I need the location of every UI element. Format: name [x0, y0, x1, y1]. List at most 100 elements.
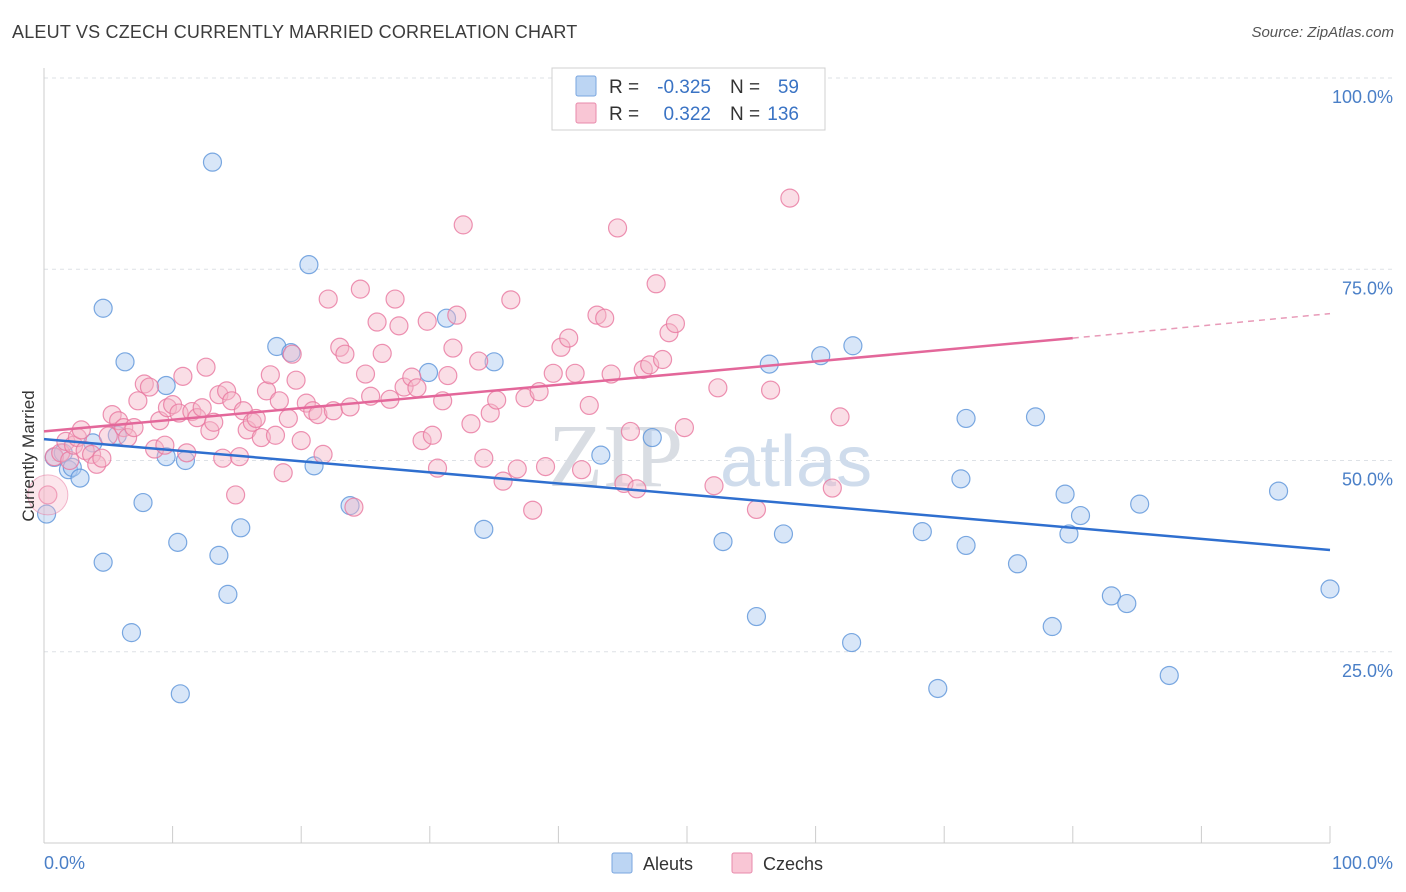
trend-line-aleuts [43, 437, 1331, 552]
czech-point-cluster [27, 474, 69, 516]
aleut-point [951, 469, 971, 489]
aleut-point [209, 545, 229, 565]
czech-point [350, 279, 370, 299]
czech-point [213, 448, 233, 468]
y-tick-label: 25.0% [1342, 661, 1393, 681]
aleut-point [928, 678, 948, 699]
czech-point [340, 397, 360, 417]
series-czechs [38, 188, 850, 520]
x-tick-label-min: 0.0% [44, 853, 85, 873]
czech-point [559, 328, 579, 348]
czech-point [385, 289, 405, 309]
czech-point [217, 381, 237, 401]
aleut-point [418, 362, 439, 383]
bottom-legend-swatch-aleuts [611, 852, 633, 874]
aleut-point [1070, 505, 1091, 526]
grid [44, 77, 1392, 653]
czech-point [507, 459, 527, 479]
aleut-point [1055, 484, 1075, 504]
czech-point [780, 188, 800, 208]
legend-swatch-aleuts [575, 75, 597, 97]
czech-point [447, 305, 467, 325]
legend-r-label-1: R = [609, 104, 639, 125]
czech-point [246, 408, 266, 429]
aleut-point [1130, 494, 1150, 514]
y-tick-labels: 100.0% 75.0% 50.0% 25.0% [1332, 87, 1393, 681]
source-label: Source: ZipAtlas.com [1251, 24, 1394, 41]
czech-point [523, 500, 543, 520]
czech-point [251, 427, 271, 448]
czech-point [760, 380, 781, 400]
czech-point [571, 460, 592, 480]
y-tick-label: 100.0% [1332, 87, 1393, 107]
czech-point [587, 305, 607, 325]
aleut-point [746, 606, 767, 627]
czech-point [260, 365, 280, 385]
aleut-point [1101, 586, 1121, 606]
czech-point [192, 398, 212, 418]
czech-point [372, 343, 392, 363]
aleut-point [956, 408, 976, 429]
aleut-point [231, 518, 251, 538]
aleut-point [156, 375, 176, 396]
czech-point [474, 448, 494, 468]
y-tick-label: 50.0% [1342, 470, 1393, 490]
czech-point [282, 344, 302, 364]
legend-r-value-1: 0.322 [663, 104, 711, 125]
czech-point [134, 374, 154, 394]
aleut-point [1007, 554, 1028, 574]
aleut-point [133, 492, 153, 513]
legend-n-value-1: 136 [767, 104, 799, 125]
legend-r-label-0: R = [609, 77, 639, 98]
czech-point [565, 363, 585, 383]
czech-point [256, 381, 277, 401]
czech-point [665, 313, 686, 334]
czech-point [278, 408, 298, 429]
aleut-point [956, 535, 976, 556]
czech-point [182, 401, 202, 422]
czech-point [318, 289, 338, 309]
y-tick-label: 75.0% [1342, 278, 1393, 298]
aleut-point [115, 352, 135, 372]
aleut-point [36, 504, 57, 524]
legend-frame [551, 67, 826, 131]
czech-point [469, 351, 489, 371]
aleut-point [1025, 407, 1046, 427]
czech-point [595, 308, 615, 328]
czech-point [501, 290, 521, 310]
czech-point [265, 425, 286, 445]
czech-point [407, 378, 427, 398]
aleut-point [642, 427, 662, 448]
czech-point [273, 463, 293, 483]
watermark-atlas: atlas [720, 422, 872, 502]
czech-point [128, 391, 148, 411]
czech-point [746, 499, 767, 520]
legend-n-label-1: N = [730, 104, 760, 125]
czech-point [81, 444, 102, 464]
aleut-point [484, 352, 504, 372]
aleut-point [773, 524, 794, 544]
aleut-point [912, 522, 932, 542]
czech-point [313, 444, 333, 464]
aleut-point [93, 552, 113, 572]
czech-point [579, 395, 599, 416]
czech-point [704, 476, 724, 496]
czech-point [226, 485, 246, 505]
axes [43, 68, 1331, 844]
czech-point [607, 218, 628, 238]
trend-lines [43, 312, 1331, 552]
czech-point [417, 311, 437, 331]
czech-point [367, 312, 387, 332]
czech-point [822, 478, 842, 498]
czech-point [461, 414, 481, 434]
czech-point [708, 378, 728, 398]
aleut-point [1117, 593, 1137, 614]
legend-swatch-czechs [575, 102, 597, 124]
czech-point [196, 357, 216, 377]
aleut-point [267, 336, 287, 357]
czech-point [71, 420, 91, 440]
aleut-point [93, 298, 113, 318]
czech-point [640, 355, 660, 375]
bottom-legend-swatch-czechs [731, 852, 753, 874]
czech-point [335, 344, 355, 364]
